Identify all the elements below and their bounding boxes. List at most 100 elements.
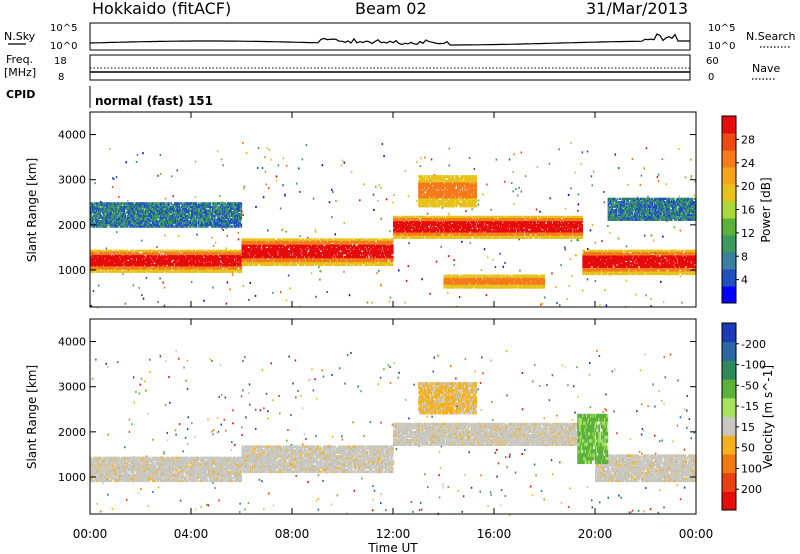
cpid-panel: CPID normal (fast) 151 — [6, 86, 213, 108]
band-cell — [357, 238, 359, 241]
scatter-cell — [116, 231, 118, 233]
scatter-cell — [509, 158, 511, 160]
scatter-cell — [125, 161, 127, 163]
scatter-cell — [542, 303, 544, 305]
scatter-cell — [243, 188, 245, 190]
scatter-cell — [615, 154, 617, 156]
scatter-cell — [666, 183, 668, 185]
scatter-cell — [242, 142, 244, 144]
nave-label: Nave — [752, 62, 780, 75]
scatter-cell — [481, 269, 483, 271]
scatter-cell — [229, 288, 231, 290]
scatter-cell — [601, 240, 603, 242]
scatter-cell — [195, 196, 197, 198]
scatter-cell — [176, 170, 178, 172]
scatter-cell — [371, 302, 373, 304]
scatter-cell — [266, 147, 268, 149]
scatter-cell — [482, 193, 484, 195]
scatter-cell — [164, 287, 166, 289]
scatter-cell — [383, 155, 385, 157]
scatter-cell — [565, 248, 567, 250]
scatter-cell — [93, 290, 95, 292]
band-cell — [418, 219, 420, 221]
scatter-cell — [518, 187, 520, 189]
scatter-cell — [172, 195, 174, 197]
scatter-cell — [486, 294, 488, 296]
scatter-cell — [571, 275, 573, 277]
scatter-cell — [408, 242, 410, 244]
scatter-cell — [544, 296, 546, 298]
freq-panel: Freq. [MHz] 18 8 60 0 Nave — [4, 53, 780, 83]
scatter-cell — [469, 157, 471, 159]
scatter-cell — [436, 261, 438, 263]
scatter-cell — [590, 229, 592, 231]
scatter-cell — [487, 256, 489, 258]
scatter-cell — [136, 161, 138, 163]
scatter-cell — [270, 159, 272, 161]
scatter-cell — [416, 200, 418, 202]
scatter-cell — [536, 209, 538, 211]
scatter-cell — [195, 161, 197, 163]
scatter-cell — [258, 147, 260, 149]
scatter-cell — [127, 200, 129, 202]
scatter-cell — [577, 210, 579, 212]
scatter-cell — [380, 187, 382, 189]
scatter-cell — [380, 283, 382, 285]
scatter-cell — [215, 242, 217, 244]
freq-tick-top: 18 — [54, 56, 67, 67]
scatter-cell — [157, 301, 159, 303]
scatter-cell — [196, 234, 198, 236]
scatter-cell — [504, 262, 506, 264]
scatter-cell — [592, 224, 594, 226]
scatter-cell — [406, 280, 408, 282]
scatter-cell — [513, 153, 515, 155]
scatter-cell — [146, 277, 148, 279]
scatter-cell — [160, 173, 162, 175]
scatter-cell — [440, 246, 442, 248]
scatter-cell — [344, 222, 346, 224]
scatter-cell — [311, 272, 313, 274]
scatter-cell — [539, 211, 541, 213]
scatter-cell — [390, 297, 392, 299]
scatter-cell — [246, 152, 248, 154]
scatter-cell — [331, 189, 333, 191]
scatter-cell — [499, 253, 501, 255]
scatter-cell — [421, 278, 423, 280]
scatter-cell — [447, 292, 449, 294]
scatter-cell — [680, 230, 682, 232]
scatter-cell — [264, 156, 266, 158]
scatter-cell — [335, 233, 337, 235]
station-title: Hokkaido (fitACF) — [92, 0, 231, 18]
scatter-cell — [650, 298, 652, 300]
scatter-cell — [582, 290, 584, 292]
scatter-cell — [465, 210, 467, 212]
scatter-cell — [431, 158, 433, 160]
scatter-cell — [691, 175, 693, 177]
scatter-cell — [595, 280, 597, 282]
scatter-cell — [449, 147, 451, 149]
scatter-cell — [474, 168, 476, 170]
scatter-cell — [424, 157, 426, 159]
scatter-cell — [191, 281, 193, 283]
scatter-cell — [156, 246, 158, 248]
scatter-cell — [125, 303, 127, 305]
scatter-cell — [492, 259, 494, 261]
scatter-cell — [141, 294, 143, 296]
nsearch-tick-bottom: 10^0 — [708, 41, 735, 52]
scatter-cell — [609, 232, 611, 234]
band-cell — [392, 264, 394, 267]
scatter-cell — [112, 186, 114, 188]
scatter-cell — [570, 258, 572, 260]
scatter-cell — [244, 186, 246, 188]
scatter-cell — [213, 245, 215, 247]
scatter-cell — [658, 180, 660, 182]
cpid-mode: normal (fast) 151 — [95, 94, 213, 108]
scatter-cell — [157, 175, 159, 177]
scatter-cell — [519, 270, 521, 272]
scatter-cell — [342, 160, 344, 162]
scatter-cell — [591, 184, 593, 186]
scatter-cell — [490, 209, 492, 211]
scatter-cell — [678, 148, 680, 150]
scatter-cell — [265, 171, 267, 173]
